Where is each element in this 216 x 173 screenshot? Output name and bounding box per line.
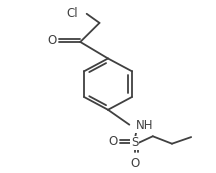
Text: O: O: [108, 135, 118, 148]
Text: O: O: [130, 157, 139, 170]
Text: Cl: Cl: [67, 7, 78, 20]
Text: S: S: [131, 136, 138, 149]
Text: O: O: [48, 34, 57, 47]
Text: NH: NH: [136, 119, 153, 132]
